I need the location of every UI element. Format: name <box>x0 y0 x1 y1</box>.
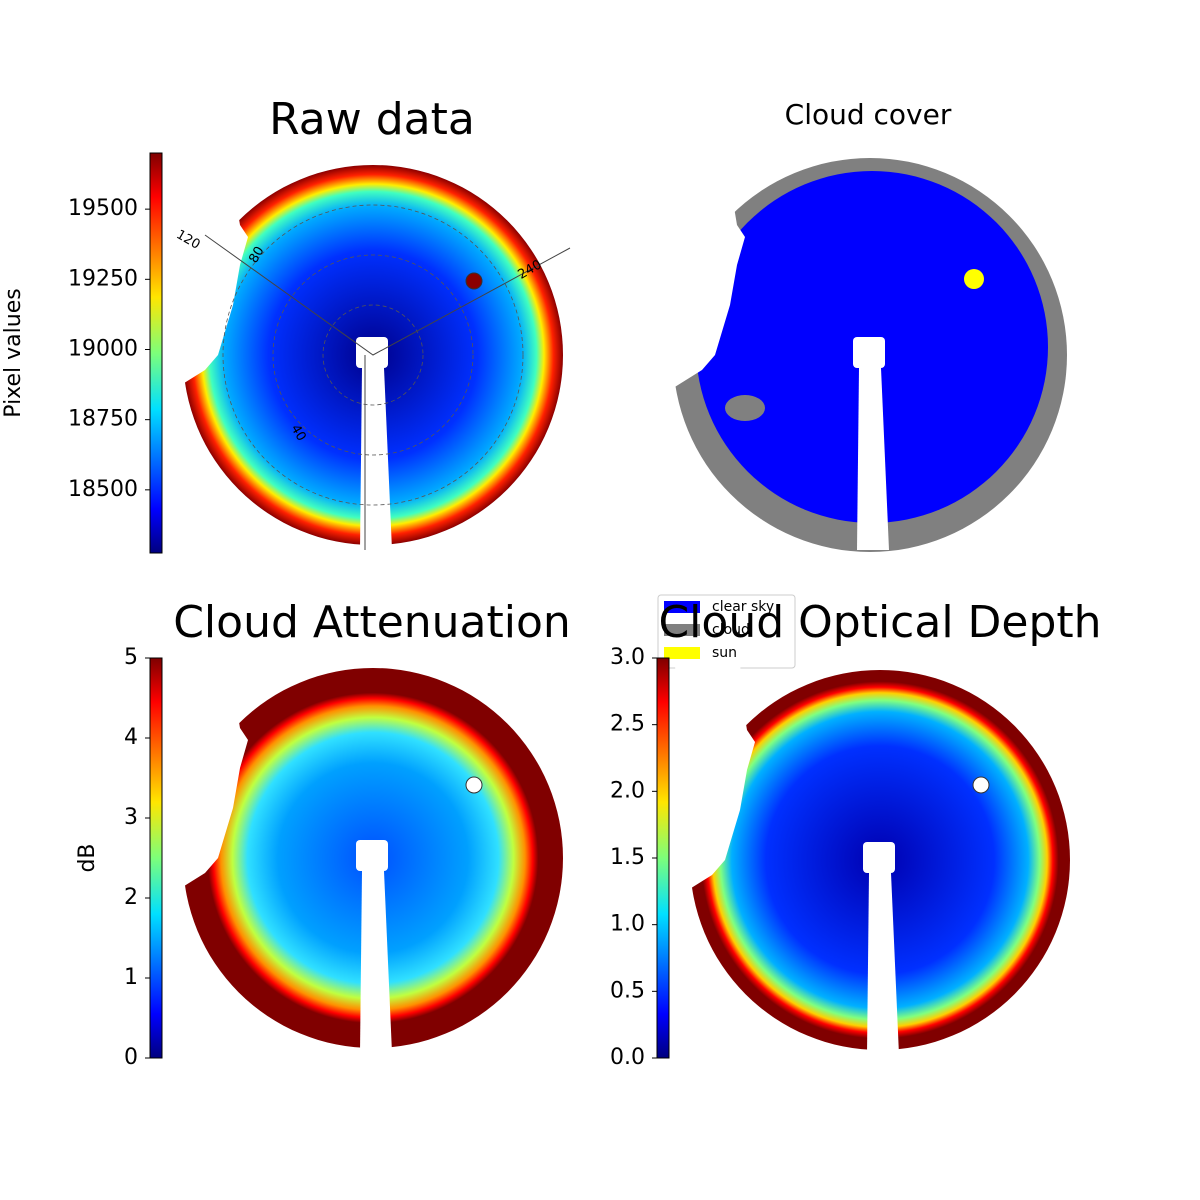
colorbar-tick-label: 1.0 <box>610 912 645 937</box>
colorbar-tick-label: 19500 <box>68 196 138 221</box>
colorbar-tick-label: 19000 <box>68 336 138 361</box>
sun-spot <box>465 776 483 794</box>
panel-title: Cloud Optical Depth <box>658 597 1101 648</box>
azimuth-line <box>204 234 571 356</box>
legend-swatch <box>664 647 700 659</box>
polar-label: 40 <box>287 422 308 444</box>
polar-ring <box>272 254 474 456</box>
legend-swatch <box>664 601 700 613</box>
colorbar-tick-label: 0.0 <box>610 1045 645 1070</box>
colorbar <box>149 657 163 1059</box>
colorbar-tick-label: 19250 <box>68 266 138 291</box>
legend-label: clear sky <box>712 599 774 615</box>
colorbar <box>656 657 670 1059</box>
legend-label: cloud <box>712 622 750 638</box>
sun-region <box>964 269 984 289</box>
polar-ring <box>222 204 524 506</box>
polar-label: 80 <box>246 244 267 266</box>
panel-title: Cloud cover <box>785 98 952 131</box>
colorbar <box>149 152 163 554</box>
colorbar-tick-label: 0 <box>124 1045 138 1070</box>
colorbar-tick-label: 3 <box>124 805 138 830</box>
colorbar-tick-label: 18500 <box>68 477 138 502</box>
sun-spot <box>465 272 483 290</box>
colorbar-label: Pixel values <box>1 288 26 417</box>
cloud-patch <box>725 395 765 421</box>
colorbar-tick-label: 0.5 <box>610 978 645 1003</box>
colorbar-tick-label: 2 <box>124 885 138 910</box>
polar-ring <box>322 304 424 406</box>
colorbar-tick-label: 1.5 <box>610 845 645 870</box>
legend-swatch <box>664 624 700 636</box>
colorbar-tick-label: 2.0 <box>610 778 645 803</box>
colorbar-tick-label: 3.0 <box>610 645 645 670</box>
colorbar-tick-label: 1 <box>124 965 138 990</box>
colorbar-tick-label: 2.5 <box>610 712 645 737</box>
legend: clear sky cloud sun <box>657 594 796 669</box>
colorbar-tick-label: 4 <box>124 725 138 750</box>
legend-label: sun <box>712 645 737 661</box>
panel-title: Cloud Attenuation <box>173 597 571 648</box>
panel-title: Raw data <box>269 94 475 145</box>
colorbar-tick-label: 18750 <box>68 407 138 432</box>
colorbar-tick-label: 5 <box>124 645 138 670</box>
colorbar-label: dB <box>75 843 100 872</box>
sun-spot <box>972 776 990 794</box>
